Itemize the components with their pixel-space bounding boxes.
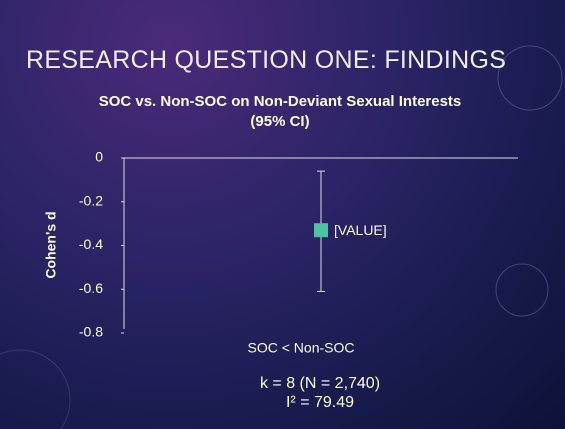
note: k = 8 (N = 2,740) — [259, 375, 381, 392]
point — [314, 223, 328, 238]
data-label: [VALUE] — [334, 222, 387, 238]
y-tick-label: -0.4 — [79, 236, 103, 252]
ring — [495, 263, 549, 317]
ring — [497, 45, 563, 111]
slide-title: RESEARCH QUESTION ONE: FINDINGS — [26, 46, 507, 74]
y-tick-label: -0.6 — [79, 280, 103, 296]
x-tick-label: SOC < Non-SOC — [248, 340, 355, 356]
y-tick-label: -0.2 — [79, 192, 103, 208]
y-tick-label: -0.8 — [79, 324, 103, 340]
y-tick-label: 0 — [95, 149, 103, 165]
note: I² = 79.49 — [285, 394, 355, 411]
y-axis-label: Cohen's d — [43, 211, 59, 278]
chart-title: SOC vs. Non-SOC on Non-Deviant Sexual In… — [98, 93, 462, 130]
ring — [0, 349, 71, 429]
